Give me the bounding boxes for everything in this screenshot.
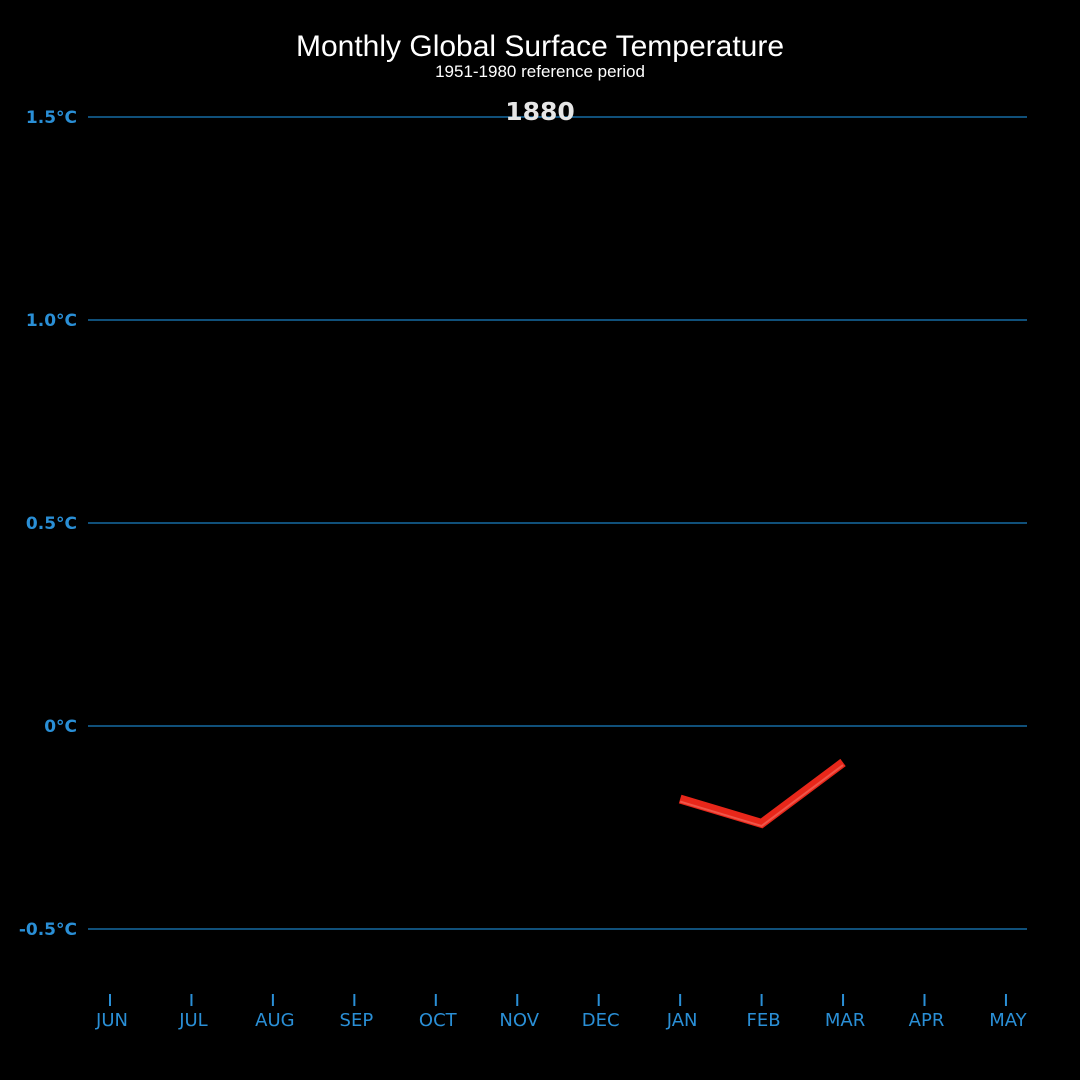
y-tick-label: -0.5°C	[19, 920, 77, 940]
x-tick-label: JAN	[666, 1010, 698, 1031]
series-line	[678, 758, 846, 829]
x-tick-label: AUG	[255, 1010, 294, 1031]
y-tick-label: 1.5°C	[26, 108, 77, 128]
y-tick-label: 1.0°C	[26, 311, 77, 331]
year-label: 1880	[505, 97, 575, 126]
x-tick-label: MAR	[825, 1010, 865, 1031]
grid-layer: 1.5°C 1.0°C 0.5°C 0°C -0.5°C	[19, 108, 1027, 940]
x-axis: JUN JUL AUG SEP OCT NOV DEC JAN FEB MAR APR MAY	[95, 994, 1028, 1031]
y-tick-label: 0°C	[44, 717, 77, 737]
series-line-highlight	[679, 764, 844, 828]
x-tick-label: DEC	[582, 1010, 620, 1031]
x-tick-label: APR	[909, 1010, 945, 1031]
x-tick-label: NOV	[499, 1010, 539, 1031]
x-tick-label: MAY	[989, 1010, 1027, 1031]
x-tick-label: SEP	[340, 1010, 374, 1031]
chart-subtitle: 1951-1980 reference period	[435, 62, 645, 81]
chart-title: Monthly Global Surface Temperature	[296, 30, 784, 63]
x-tick-label: JUN	[95, 1010, 128, 1031]
series-layer	[678, 758, 846, 829]
x-tick-label: FEB	[747, 1010, 781, 1031]
y-tick-label: 0.5°C	[26, 514, 77, 534]
x-tick-label: JUL	[178, 1010, 208, 1031]
x-tick-label: OCT	[419, 1010, 458, 1031]
